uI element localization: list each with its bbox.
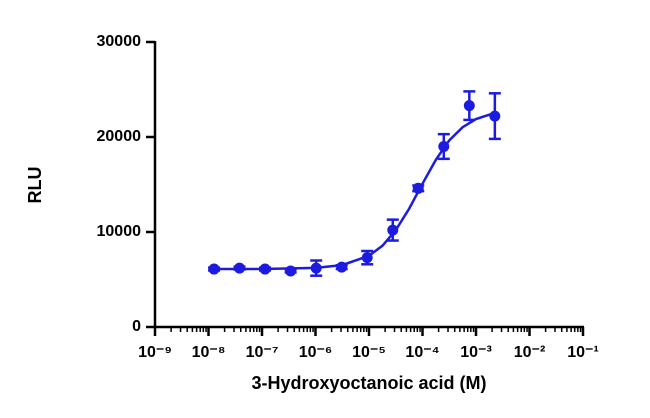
x-tick-label: 10⁻⁶ <box>299 344 333 361</box>
y-tick-label: 10000 <box>97 223 142 240</box>
data-point <box>412 182 424 194</box>
x-tick-label: 10⁻⁵ <box>352 344 386 361</box>
data-point <box>489 110 501 122</box>
data-point <box>259 263 271 275</box>
x-tick-label: 10⁻⁷ <box>246 344 279 361</box>
y-tick-label: 30000 <box>97 33 142 50</box>
data-point <box>438 141 450 152</box>
data-point <box>336 261 348 273</box>
y-tick-label: 20000 <box>97 128 142 145</box>
x-tick-label: 10⁻⁴ <box>405 344 439 361</box>
x-tick-label: 10⁻⁹ <box>138 344 172 361</box>
x-tick-label: 10⁻³ <box>460 344 492 361</box>
x-axis-label: 3-Hydroxyoctanoic acid (M) <box>251 373 486 393</box>
data-point <box>387 224 399 236</box>
fit-curve <box>213 111 496 271</box>
x-tick-label: 10⁻¹ <box>567 344 599 361</box>
y-tick-label: 0 <box>132 318 141 335</box>
x-tick-label: 10⁻⁸ <box>192 344 226 361</box>
y-axis-label: RLU <box>25 167 45 204</box>
data-point <box>361 252 373 264</box>
data-point <box>285 265 297 277</box>
data-point <box>234 262 246 274</box>
data-point <box>463 100 475 112</box>
x-tick-label: 10⁻² <box>514 344 546 361</box>
data-point <box>208 263 220 275</box>
data-point <box>310 262 322 274</box>
